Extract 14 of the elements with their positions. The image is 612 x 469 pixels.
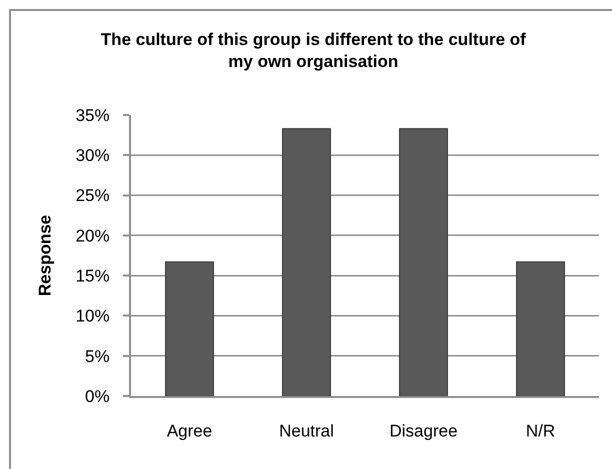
y-tick-label: 35% [76,106,110,125]
x-tick-label: Disagree [389,421,458,440]
x-tick-label: Neutral [279,421,334,440]
y-axis-title: Response [36,214,55,296]
y-tick-label: 0% [85,386,110,406]
y-tick-label: 10% [76,306,110,326]
x-tick-label: N/R [526,421,556,440]
y-tick-label: 5% [85,346,110,366]
x-tick-label: Agree [166,421,212,440]
y-tick-label: 15% [76,266,110,286]
y-tick-label: 20% [76,226,110,246]
chart-title: The culture of this group is different to the culture of my own organisation [100,30,526,72]
y-tick-label: 30% [76,146,110,166]
y-tick-label: 25% [76,186,110,206]
